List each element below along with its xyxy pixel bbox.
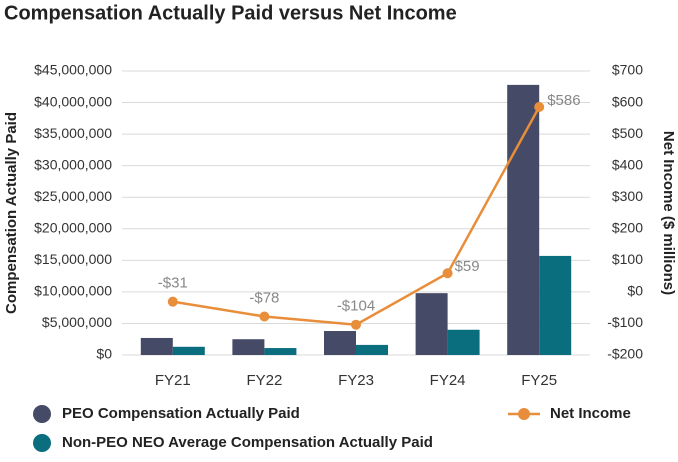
y-tick-label: $30,000,000 [34,156,112,172]
legend-label: Net Income [550,405,631,422]
legend-marker [518,408,530,420]
line-point [534,101,545,112]
y2-tick-label: $600 [612,93,643,109]
value-label: -$104 [337,298,375,315]
bar [447,329,480,355]
y2-tick-label: $300 [612,188,643,204]
y-tick-label: $0 [96,346,112,362]
bar [356,344,388,355]
y2-axis-title: Net Income ($ millions) [660,131,677,295]
bar [415,293,448,355]
legend-marker [33,434,51,452]
y-axis-title: Compensation Actually Paid [3,112,20,314]
value-label: -$78 [249,289,279,306]
bar [539,255,572,355]
line-point [442,268,453,279]
x-tick-label: FY21 [155,372,191,389]
y-tick-label: $45,000,000 [34,62,112,78]
y-tick-label: $25,000,000 [34,188,112,204]
line-point [259,311,270,322]
bar [264,348,297,355]
y-tick-label: $10,000,000 [34,283,112,299]
y-tick-label: $20,000,000 [34,219,112,235]
y-tick-label: $35,000,000 [34,125,112,141]
x-tick-label: FY23 [338,372,374,389]
chart-title: Compensation Actually Paid versus Net In… [4,2,457,24]
line-point [351,319,361,330]
y2-tick-label: $200 [612,219,643,235]
legend-label: PEO Compensation Actually Paid [62,405,300,422]
bar [232,339,265,355]
bar [172,346,205,355]
y2-tick-label: -$200 [607,346,643,362]
legend-label: Non-PEO NEO Average Compensation Actuall… [62,434,433,451]
bar [507,84,540,355]
bar [324,331,356,355]
x-tick-label: FY25 [521,372,557,389]
bar [140,337,173,355]
y-tick-label: $5,000,000 [42,314,112,330]
x-tick-label: FY24 [430,372,466,389]
y2-tick-label: $500 [612,125,643,141]
value-label: -$31 [158,275,188,292]
line-point [167,296,178,307]
y2-tick-label: $400 [612,156,643,172]
legend-marker [33,405,51,423]
y2-tick-label: $0 [627,283,643,299]
y2-tick-label: -$100 [607,314,643,330]
value-label: $59 [455,258,480,275]
x-tick-label: FY22 [246,372,282,389]
value-label: $586 [547,92,580,109]
y-tick-label: $15,000,000 [34,251,112,267]
y2-tick-label: $700 [612,62,643,78]
y2-tick-label: $100 [612,251,643,267]
y-tick-label: $40,000,000 [34,93,112,109]
